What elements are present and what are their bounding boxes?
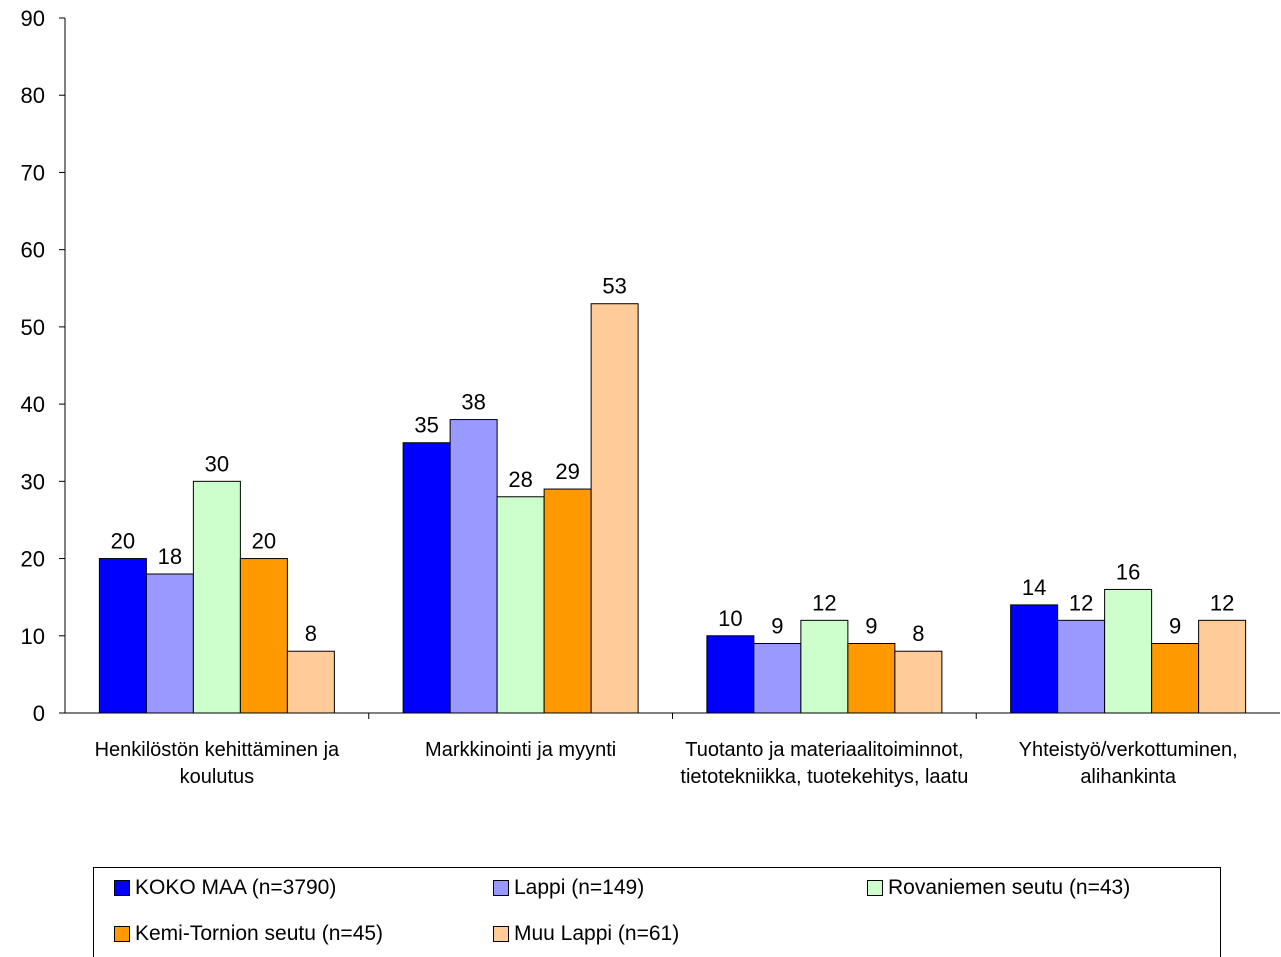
data-label: 18 bbox=[158, 544, 182, 569]
bar bbox=[706, 635, 755, 714]
bar bbox=[590, 303, 639, 714]
y-tick-label: 20 bbox=[21, 547, 45, 572]
legend: KOKO MAA (n=3790) Lappi (n=149) Rovaniemen… bbox=[93, 867, 1221, 957]
bar bbox=[449, 419, 498, 714]
data-label: 10 bbox=[718, 606, 742, 631]
legend-swatch bbox=[493, 880, 509, 896]
data-label: 9 bbox=[1169, 614, 1181, 639]
y-tick-label: 0 bbox=[33, 701, 45, 726]
bar bbox=[98, 558, 147, 714]
bar bbox=[800, 619, 849, 714]
data-label: 12 bbox=[812, 590, 836, 615]
data-label: 28 bbox=[508, 467, 532, 492]
data-label: 9 bbox=[771, 614, 783, 639]
bar bbox=[1104, 588, 1153, 714]
y-tick-label: 60 bbox=[21, 238, 45, 263]
legend-swatch bbox=[493, 926, 509, 942]
bar bbox=[286, 650, 335, 714]
y-tick-label: 50 bbox=[21, 315, 45, 340]
data-label: 38 bbox=[461, 390, 485, 415]
y-tick-label: 10 bbox=[21, 624, 45, 649]
y-tick-label: 90 bbox=[21, 6, 45, 31]
data-label: 9 bbox=[865, 614, 877, 639]
bar bbox=[192, 480, 241, 714]
legend-swatch bbox=[867, 880, 883, 896]
bar bbox=[894, 650, 943, 714]
legend-label: Rovaniemen seutu (n=43) bbox=[888, 876, 1131, 899]
data-label: 12 bbox=[1069, 590, 1093, 615]
bar bbox=[402, 442, 451, 714]
bar bbox=[1151, 643, 1200, 714]
x-tick-label: Henkilöstön kehittäminen ja koulutus bbox=[94, 739, 340, 788]
bar bbox=[543, 488, 592, 714]
y-tick-label: 80 bbox=[21, 83, 45, 108]
y-tick-label: 30 bbox=[21, 469, 45, 494]
bar bbox=[496, 496, 545, 714]
legend-item: Rovaniemen seutu (n=43) bbox=[867, 876, 1130, 900]
data-label: 8 bbox=[912, 621, 924, 646]
legend-label: KOKO MAA (n=3790) bbox=[135, 876, 337, 899]
data-label: 30 bbox=[205, 451, 229, 476]
data-label: 12 bbox=[1210, 590, 1234, 615]
bar bbox=[1010, 604, 1059, 714]
y-tick-label: 70 bbox=[21, 160, 45, 185]
data-label: 16 bbox=[1116, 559, 1140, 584]
x-tick-label: Markkinointi ja myynti bbox=[425, 739, 617, 761]
data-label: 29 bbox=[555, 459, 579, 484]
legend-item: Muu Lappi (n=61) bbox=[493, 922, 679, 946]
legend-label: Kemi-Tornion seutu (n=45) bbox=[135, 922, 384, 945]
legend-item: Kemi-Tornion seutu (n=45) bbox=[114, 922, 383, 946]
data-label: 20 bbox=[252, 529, 276, 554]
data-label: 20 bbox=[111, 529, 135, 554]
bar bbox=[847, 643, 896, 714]
legend-label: Muu Lappi (n=61) bbox=[514, 922, 680, 945]
data-label: 8 bbox=[305, 621, 317, 646]
data-label: 35 bbox=[414, 413, 438, 438]
bar bbox=[145, 573, 194, 714]
legend-swatch bbox=[114, 926, 130, 942]
data-label: 14 bbox=[1022, 575, 1046, 600]
legend-item: KOKO MAA (n=3790) bbox=[114, 876, 336, 900]
y-tick-label: 40 bbox=[21, 392, 45, 417]
bar bbox=[1198, 619, 1247, 714]
bar bbox=[753, 643, 802, 714]
data-label: 53 bbox=[602, 274, 626, 299]
legend-label: Lappi (n=149) bbox=[514, 876, 645, 899]
x-tick-label: Yhteistyö/verkottuminen, alihankinta bbox=[1018, 739, 1238, 788]
bar bbox=[1057, 619, 1106, 714]
x-tick-label: Tuotanto ja materiaalitoiminnot, tietote… bbox=[680, 739, 969, 788]
bar bbox=[239, 558, 288, 714]
legend-item: Lappi (n=149) bbox=[493, 876, 644, 900]
legend-swatch bbox=[114, 880, 130, 896]
